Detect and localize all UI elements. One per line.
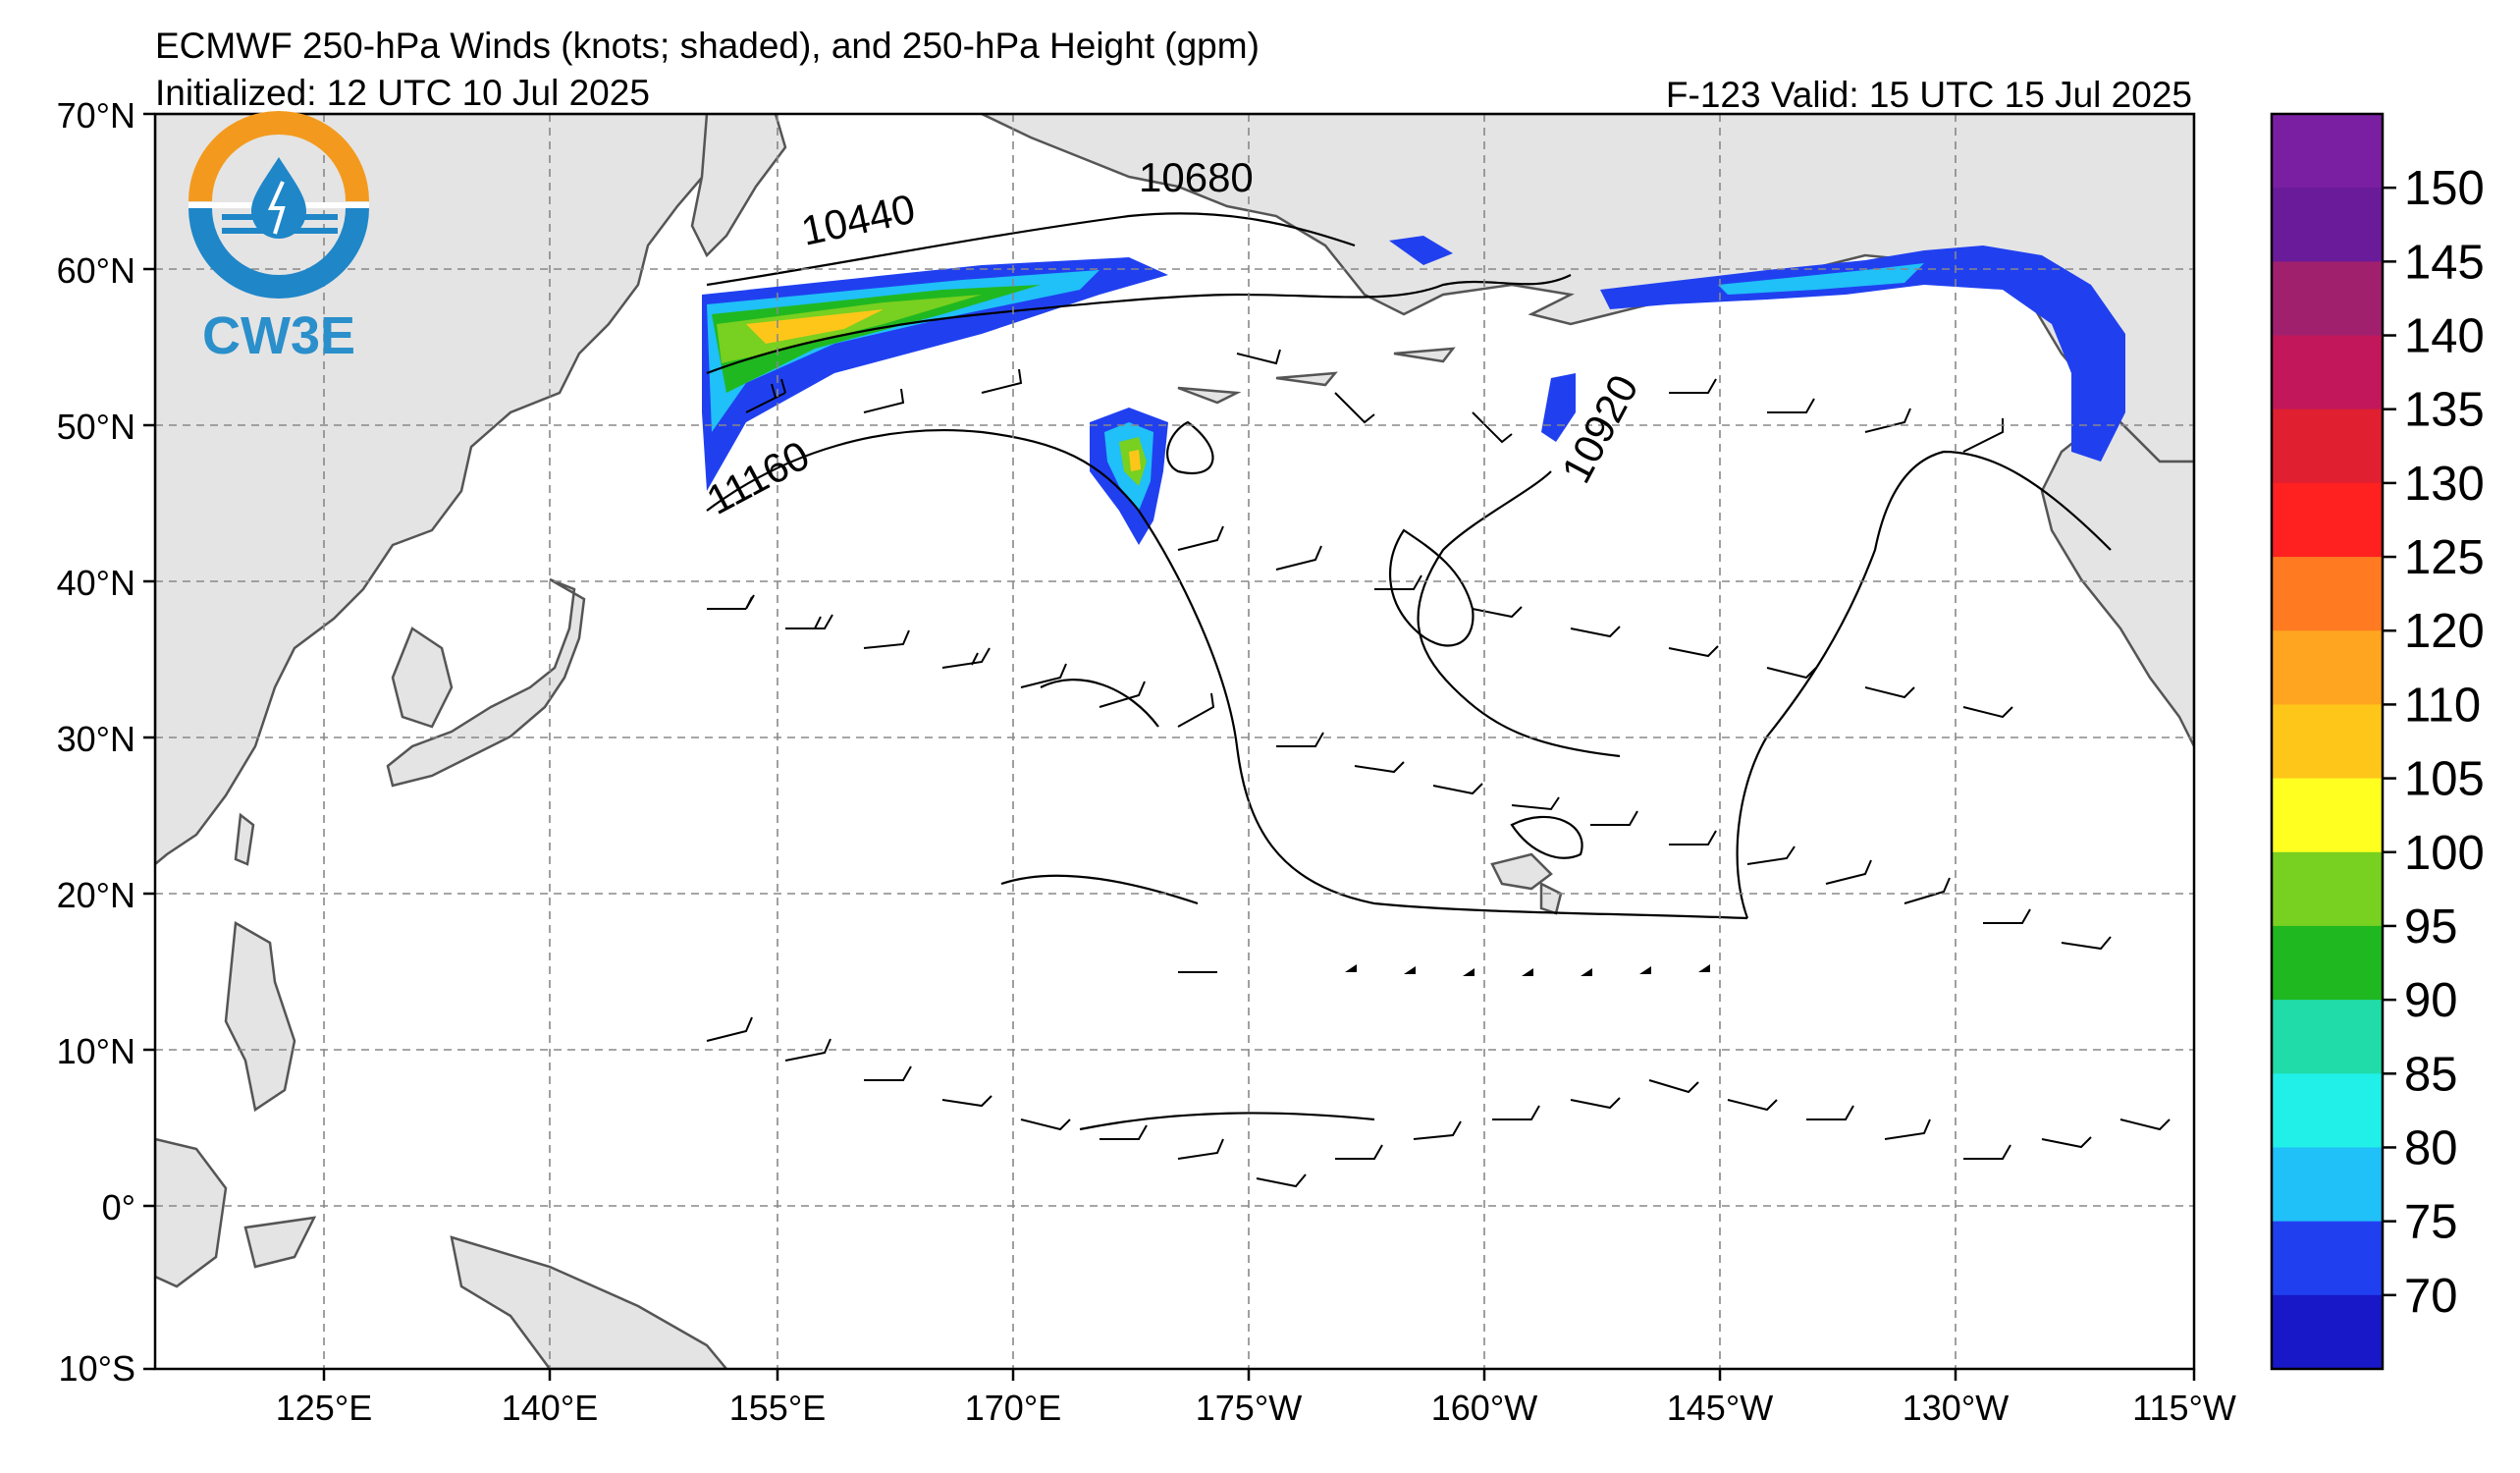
lon-label: 140°E xyxy=(502,1388,598,1428)
colorbar-label: 135 xyxy=(2404,384,2485,437)
colorbar-label: 90 xyxy=(2404,974,2458,1027)
pennant-barbs xyxy=(1178,964,1710,976)
lat-label: 50°N xyxy=(57,407,135,447)
water-drop-sun-logo-icon xyxy=(188,111,369,299)
colorbar-label: 95 xyxy=(2404,900,2458,954)
colorbar-label: 85 xyxy=(2404,1048,2458,1101)
colorbar-label: 130 xyxy=(2404,458,2485,511)
lat-axis: 70°N 60°N 50°N 40°N 30°N 20°N 10°N 0° 10… xyxy=(57,95,155,1389)
colorbar-bin xyxy=(2272,557,2383,631)
lat-label: 40°N xyxy=(57,563,135,603)
colorbar-bin xyxy=(2272,261,2383,337)
init-time-label: Initialized: 12 UTC 10 Jul 2025 xyxy=(155,73,650,113)
colorbar-label: 80 xyxy=(2404,1121,2458,1174)
gridlines xyxy=(155,114,2194,1369)
lon-label: 170°E xyxy=(965,1388,1061,1428)
cw3e-logo: CW3E xyxy=(188,111,369,365)
colorbar-label: 75 xyxy=(2404,1196,2458,1249)
colorbar-bin xyxy=(2272,1294,2383,1370)
lat-label: 10°N xyxy=(57,1031,135,1071)
lon-label: 175°W xyxy=(1196,1388,1302,1428)
colorbar-label: 145 xyxy=(2404,236,2485,289)
lon-label: 160°W xyxy=(1431,1388,1537,1428)
colorbar-bin xyxy=(2272,851,2383,927)
colorbar-label: 150 xyxy=(2404,162,2485,215)
logo-text: CW3E xyxy=(202,306,355,365)
contour-label: 10680 xyxy=(1139,154,1254,200)
colorbar-bin xyxy=(2272,630,2383,705)
lat-label: 10°S xyxy=(59,1348,135,1389)
lat-label: 20°N xyxy=(57,875,135,915)
wind-barbs xyxy=(706,349,2171,1188)
lat-label: 60°N xyxy=(57,250,135,291)
colorbar-bin xyxy=(2272,778,2383,853)
lon-axis: 125°E 140°E 155°E 170°E 175°W 160°W 145°… xyxy=(276,1369,2236,1428)
colorbar-label: 120 xyxy=(2404,605,2485,658)
colorbar-bin xyxy=(2272,925,2383,1001)
colorbar-bin xyxy=(2272,188,2383,262)
colorbar: 150 145 140 135 130 125 120 110 105 100 95 90 85 80 75… xyxy=(2270,112,2485,1371)
lon-label: 145°W xyxy=(1667,1388,1773,1428)
lon-label: 125°E xyxy=(276,1388,372,1428)
colorbar-frame xyxy=(2270,112,2385,1371)
map-title: ECMWF 250-hPa Winds (knots; shaded), and… xyxy=(155,26,1260,66)
colorbar-bin xyxy=(2272,114,2383,189)
height-contours xyxy=(706,212,2112,1131)
colorbar-label: 100 xyxy=(2404,827,2485,880)
colorbar-bin xyxy=(2272,1147,2383,1223)
lat-label: 70°N xyxy=(57,95,135,136)
land-masses xyxy=(155,114,2194,1369)
lon-label: 155°E xyxy=(729,1388,826,1428)
colorbar-label: 125 xyxy=(2404,531,2485,584)
lat-label: 0° xyxy=(102,1187,135,1228)
colorbar-bin xyxy=(2272,409,2383,484)
colorbar-bin xyxy=(2272,1221,2383,1296)
colorbar-bin xyxy=(2272,335,2383,410)
colorbar-label: 140 xyxy=(2404,310,2485,363)
colorbar-bin xyxy=(2272,482,2383,558)
colorbar-bin xyxy=(2272,1073,2383,1148)
valid-time-label: F-123 Valid: 15 UTC 15 Jul 2025 xyxy=(1665,75,2192,115)
lon-label: 115°W xyxy=(2132,1388,2236,1428)
colorbar-bin xyxy=(2272,704,2383,780)
colorbar-label: 70 xyxy=(2404,1270,2458,1323)
lon-label: 130°W xyxy=(1903,1388,2009,1428)
colorbar-label: 105 xyxy=(2404,753,2485,806)
map-frame xyxy=(153,112,2196,1371)
colorbar-label: 110 xyxy=(2404,679,2481,732)
colorbar-bin xyxy=(2272,1000,2383,1074)
lat-label: 30°N xyxy=(57,719,135,759)
